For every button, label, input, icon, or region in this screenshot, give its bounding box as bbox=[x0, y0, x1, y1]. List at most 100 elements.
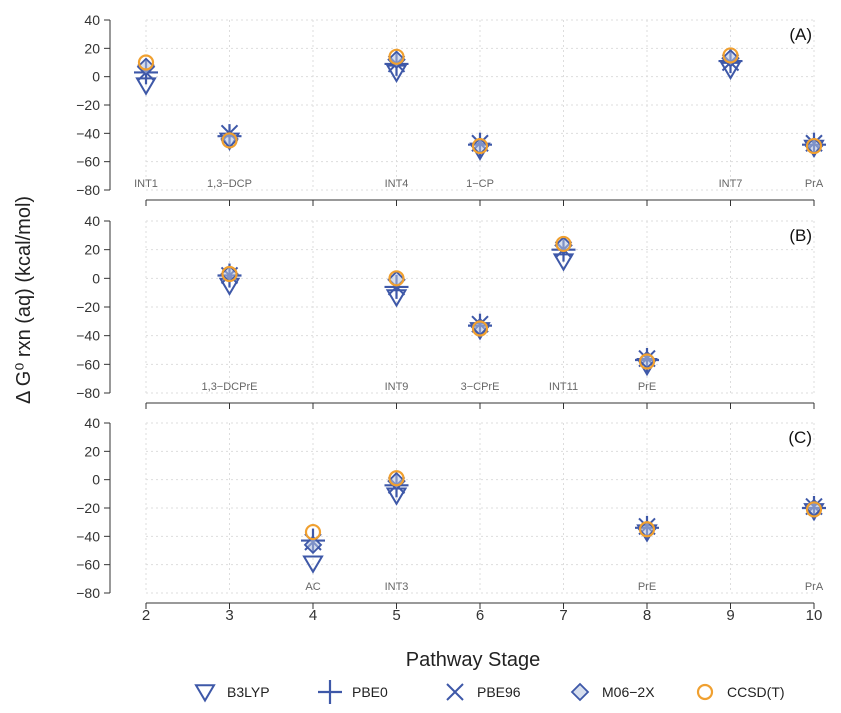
stage-annotation: PrE bbox=[638, 581, 656, 593]
series-CCSD(T) bbox=[304, 470, 823, 541]
stage-annotation: INT7 bbox=[719, 178, 743, 190]
y-tick-label: −60 bbox=[76, 154, 100, 170]
y-tick-label: −80 bbox=[76, 182, 100, 198]
y-tick-label: 40 bbox=[84, 213, 100, 229]
x-tick-label: 5 bbox=[392, 607, 400, 624]
legend-label: PBE96 bbox=[477, 684, 521, 700]
legend-marker bbox=[318, 680, 342, 704]
series-CCSD(T) bbox=[137, 47, 823, 155]
y-tick-label: 40 bbox=[84, 12, 100, 28]
panel-1: 40 20 0 −20 −40 −60 −80 (A) INT1 1,3−DCP INT4 1−CP I… bbox=[76, 12, 826, 206]
stage-annotation: INT3 bbox=[385, 581, 409, 593]
legend-item: M06−2X bbox=[570, 682, 655, 702]
stage-annotation: PrA bbox=[805, 178, 824, 190]
legend-label: PBE0 bbox=[352, 684, 388, 700]
data-point bbox=[302, 555, 324, 574]
series-M06−2X bbox=[303, 471, 824, 555]
x-tick-label: 4 bbox=[309, 607, 317, 624]
y-tick-label: 0 bbox=[92, 69, 100, 85]
stage-annotation: AC bbox=[305, 581, 320, 593]
data-point bbox=[555, 235, 572, 253]
legend-marker bbox=[570, 682, 590, 702]
x-axis: 2 3 4 5 6 7 8 9 10 bbox=[142, 607, 823, 624]
legend-label: CCSD(T) bbox=[727, 684, 785, 700]
y-tick-label: 0 bbox=[92, 472, 100, 488]
data-point bbox=[136, 57, 156, 77]
y-tick-label: −40 bbox=[76, 125, 100, 141]
series-PBE0 bbox=[301, 473, 826, 553]
legend-label: B3LYP bbox=[227, 684, 270, 700]
data-point bbox=[805, 501, 823, 518]
y-tick-label: −80 bbox=[76, 585, 100, 601]
y-tick-label: 20 bbox=[84, 40, 100, 56]
y-tick-label: −40 bbox=[76, 528, 100, 544]
panel-label: (C) bbox=[788, 428, 812, 447]
x-axis-label: Pathway Stage bbox=[406, 649, 541, 671]
data-point bbox=[638, 353, 656, 370]
stage-annotation: INT4 bbox=[385, 178, 409, 190]
data-point bbox=[471, 320, 489, 337]
panel-x-axis bbox=[145, 602, 815, 609]
panel-2: 40 20 0 −20 −40 −60 −80 (B) 1,3−DCPrE INT9 3−CPrE I… bbox=[76, 213, 815, 409]
stage-annotation: 1,3−DCPrE bbox=[202, 381, 258, 393]
stage-annotation: PrE bbox=[638, 381, 656, 393]
series-M06−2X bbox=[220, 236, 657, 370]
series-B3LYP bbox=[218, 253, 658, 377]
stage-annotation: 1,3−DCP bbox=[207, 178, 252, 190]
y-tick-label: −20 bbox=[76, 299, 100, 315]
data-point bbox=[304, 523, 322, 541]
data-point bbox=[638, 521, 656, 538]
x-tick-label: 2 bbox=[142, 607, 150, 624]
series-PBE96 bbox=[220, 240, 656, 368]
legend-item: PBE96 bbox=[446, 683, 521, 701]
stage-annotation: 3−CPrE bbox=[461, 381, 500, 393]
stage-annotation: INT1 bbox=[134, 178, 158, 190]
grid bbox=[145, 422, 815, 594]
panel-3: 40 20 0 −20 −40 −60 −80 (C) AC INT3 PrE PrA bbox=[76, 415, 826, 609]
data-point bbox=[388, 270, 405, 287]
y-axis-label: Δ G⁰ rxn (aq) (kcal/mol) bbox=[13, 196, 35, 404]
series-PBE0 bbox=[217, 237, 659, 373]
x-tick-label: 10 bbox=[806, 607, 823, 624]
y-tick-label: 0 bbox=[92, 270, 100, 286]
legend: B3LYP PBE0 PBE96 M06−2X CCSD(T) bbox=[194, 680, 785, 704]
legend-item: PBE0 bbox=[318, 680, 388, 704]
stage-annotation: 1−CP bbox=[466, 178, 494, 190]
stage-annotation: INT9 bbox=[385, 381, 409, 393]
data-point bbox=[722, 47, 739, 64]
y-tick-label: 40 bbox=[84, 415, 100, 431]
y-axis: 40 20 0 −20 −40 −60 −80 bbox=[76, 213, 111, 401]
y-tick-label: −60 bbox=[76, 557, 100, 573]
y-axis: 40 20 0 −20 −40 −60 −80 bbox=[76, 12, 111, 198]
data-point bbox=[388, 48, 405, 65]
legend-marker bbox=[446, 683, 464, 701]
data-point bbox=[221, 265, 238, 283]
stage-annotation: INT11 bbox=[549, 381, 578, 393]
y-tick-label: −60 bbox=[76, 356, 100, 372]
y-tick-label: −40 bbox=[76, 328, 100, 344]
series-CCSD(T) bbox=[221, 235, 656, 370]
grid bbox=[145, 220, 815, 394]
panel-x-axis bbox=[145, 199, 815, 206]
data-point bbox=[137, 54, 155, 71]
y-tick-label: −80 bbox=[76, 385, 100, 401]
panel-label: (A) bbox=[789, 25, 812, 44]
legend-marker bbox=[194, 684, 216, 703]
stage-annotation: PrA bbox=[805, 581, 824, 593]
data-point bbox=[303, 535, 323, 555]
x-tick-label: 9 bbox=[726, 607, 734, 624]
panel-x-axis bbox=[145, 402, 815, 409]
y-axis: 40 20 0 −20 −40 −60 −80 bbox=[76, 415, 111, 601]
panel-label: (B) bbox=[789, 226, 812, 245]
x-tick-label: 6 bbox=[476, 607, 484, 624]
y-tick-label: 20 bbox=[84, 443, 100, 459]
legend-marker bbox=[696, 683, 714, 701]
data-point bbox=[471, 137, 489, 155]
legend-item: B3LYP bbox=[194, 684, 270, 703]
data-point bbox=[388, 470, 405, 487]
grid bbox=[145, 19, 815, 191]
x-tick-label: 7 bbox=[559, 607, 567, 624]
y-tick-label: −20 bbox=[76, 500, 100, 516]
data-point bbox=[221, 132, 238, 149]
